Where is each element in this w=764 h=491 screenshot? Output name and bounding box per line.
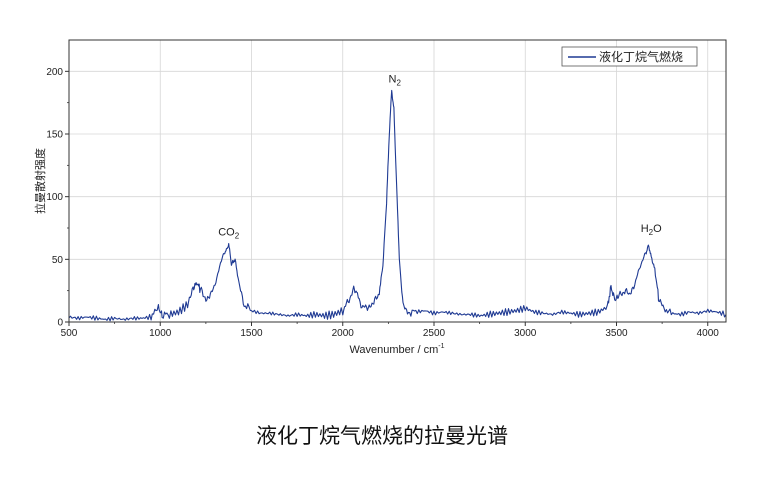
peak-label: N2	[389, 74, 402, 88]
y-tick-label: 50	[52, 255, 64, 266]
x-tick-label: 2000	[332, 328, 355, 339]
legend-label: 液化丁烷气燃烧	[599, 49, 683, 64]
x-axis-label-superscript: -1	[438, 343, 444, 350]
series-line-0	[68, 89, 727, 322]
x-tick-label: 3000	[514, 328, 537, 339]
y-tick-label: 0	[57, 318, 63, 329]
x-axis-label-main: Wavenumber / cm	[349, 344, 438, 356]
peak-label: H2O	[641, 223, 662, 237]
y-axis-label: 拉曼散射强度	[33, 148, 47, 214]
x-tick-label: 2500	[423, 328, 446, 339]
x-axis-label: Wavenumber / cm-1	[349, 343, 444, 356]
plot-frame	[68, 39, 727, 323]
grid-lines	[69, 40, 726, 322]
peak-annotations: CO2 N2 H2O	[218, 74, 662, 241]
legend: 液化丁烷气燃烧	[561, 46, 698, 67]
legend-box	[561, 46, 698, 67]
x-tick-label: 1500	[240, 328, 263, 339]
peak-label: CO2	[218, 227, 240, 241]
x-tick-label: 500	[61, 328, 78, 339]
figure-caption: 液化丁烷气燃烧的拉曼光谱	[256, 424, 508, 448]
x-tick-label: 1000	[149, 328, 172, 339]
x-tick-label: 4000	[697, 328, 720, 339]
axis-ticks: 500 1000 1500 2000 2500 3000 3500 4000 0 50 100 150…	[46, 67, 719, 339]
y-tick-label: 100	[46, 192, 63, 203]
x-tick-label: 3500	[605, 328, 628, 339]
series-layer	[68, 89, 727, 322]
y-tick-label: 200	[46, 67, 63, 78]
y-tick-label: 150	[46, 130, 63, 141]
